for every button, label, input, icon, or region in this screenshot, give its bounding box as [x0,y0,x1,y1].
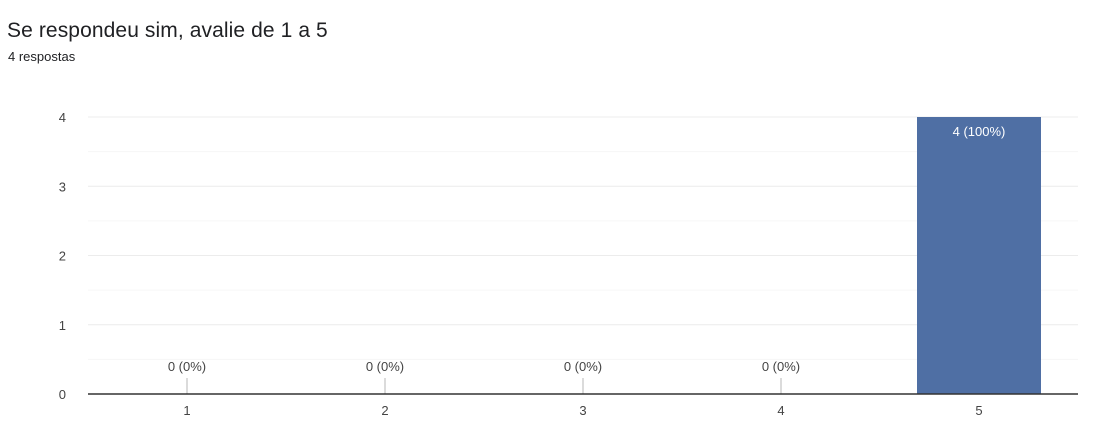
y-tick-label: 0 [59,387,66,402]
data-label: 4 (100%) [953,124,1006,139]
data-label: 0 (0%) [564,359,602,374]
y-tick-label: 3 [59,179,66,194]
x-tick-label: 3 [579,403,586,418]
data-label: 0 (0%) [168,359,206,374]
y-tick-label: 1 [59,318,66,333]
x-tick-label: 2 [381,403,388,418]
y-tick-label: 2 [59,249,66,264]
response-count: 4 respostas [8,49,76,64]
chart-title: Se respondeu sim, avalie de 1 a 5 [7,19,328,42]
x-tick-label: 1 [183,403,190,418]
data-label: 0 (0%) [366,359,404,374]
y-tick-label: 4 [59,110,66,125]
x-tick-label: 4 [777,403,784,418]
x-tick-label: 5 [975,403,982,418]
data-label: 0 (0%) [762,359,800,374]
bar[interactable] [917,117,1041,394]
